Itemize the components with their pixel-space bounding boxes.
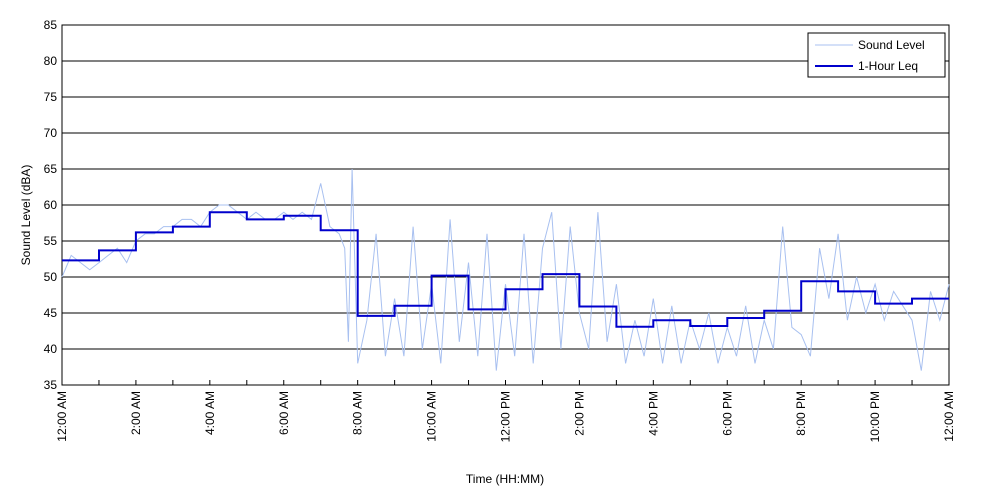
y-tick-label: 60 xyxy=(44,198,58,212)
y-tick-label: 55 xyxy=(44,234,58,248)
x-tick-label: 12:00 AM xyxy=(942,391,956,442)
x-tick-label: 2:00 PM xyxy=(572,391,586,436)
x-tick-label: 2:00 AM xyxy=(129,391,143,435)
legend-box xyxy=(807,32,946,78)
y-axis-label: Sound Level (dBA) xyxy=(19,165,33,266)
series-line-sound-level xyxy=(61,168,950,371)
x-tick-label: 4:00 AM xyxy=(203,391,217,435)
x-tick-label: 8:00 PM xyxy=(794,391,808,436)
x-axis-ticks: 12:00 AM 2:00 AM 4:00 AM 6:00 AM 8:00 AM 10:0… xyxy=(55,380,956,442)
y-tick-label: 65 xyxy=(44,162,58,176)
x-tick-label: 10:00 AM xyxy=(425,391,439,442)
x-tick-label: 12:00 AM xyxy=(55,391,69,442)
x-tick-label: 4:00 PM xyxy=(646,391,660,436)
grid xyxy=(62,60,949,350)
y-tick-label: 35 xyxy=(44,378,58,392)
y-tick-label: 50 xyxy=(44,270,58,284)
legend-label-sound-level: Sound Level xyxy=(858,38,925,52)
x-tick-label: 12:00 PM xyxy=(499,391,513,442)
y-tick-label: 75 xyxy=(44,90,58,104)
x-tick-label: 6:00 AM xyxy=(277,391,291,435)
y-tick-label: 45 xyxy=(44,306,58,320)
y-tick-label: 40 xyxy=(44,342,58,356)
y-axis-ticks: 35 40 45 50 55 60 65 70 75 80 85 xyxy=(44,18,949,392)
legend: Sound Level 1-Hour Leq xyxy=(807,32,946,78)
y-tick-label: 85 xyxy=(44,18,58,32)
legend-label-leq: 1-Hour Leq xyxy=(858,59,918,73)
x-tick-label: 8:00 AM xyxy=(351,391,365,435)
y-tick-label: 70 xyxy=(44,126,58,140)
series-lines xyxy=(61,168,950,371)
x-tick-label: 10:00 PM xyxy=(868,391,882,442)
x-axis-label: Time (HH:MM) xyxy=(466,472,544,486)
series-line-1-hour-leq xyxy=(62,211,949,328)
y-tick-label: 80 xyxy=(44,54,58,68)
x-tick-label: 6:00 PM xyxy=(720,391,734,436)
